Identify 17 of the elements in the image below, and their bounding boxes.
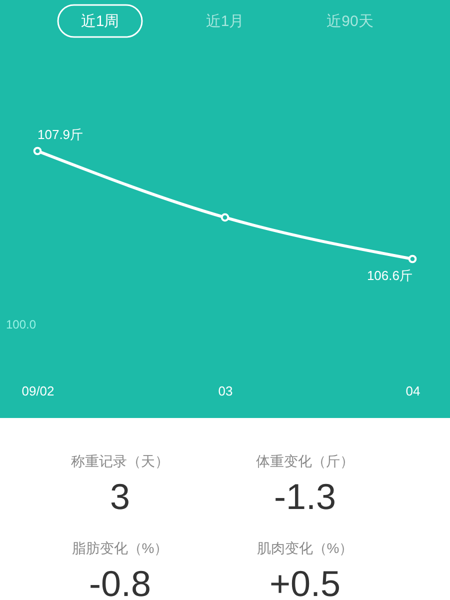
text: -0.8: [88, 563, 152, 600]
text: 脂肪变化（%）: [72, 540, 168, 556]
data-label: 106.6斤: [366, 268, 412, 283]
x-tick-label: 09/02: [22, 384, 54, 398]
text: 肌肉变化（%）: [256, 540, 354, 556]
text: +0.5: [269, 563, 341, 600]
x-tick-label: 04: [406, 384, 420, 398]
text: 3: [110, 476, 130, 517]
text: 近1周: [80, 13, 120, 30]
text: -1.3: [274, 476, 336, 517]
text: 近1月: [206, 13, 244, 30]
text: 称重记录（天）: [71, 453, 169, 469]
text: 100.0: [6, 318, 36, 332]
data-label: 107.9斤: [38, 127, 84, 142]
text: 体重变化（斤）: [256, 453, 354, 469]
text: 近90天: [326, 13, 374, 30]
x-tick-label: 03: [218, 384, 233, 398]
